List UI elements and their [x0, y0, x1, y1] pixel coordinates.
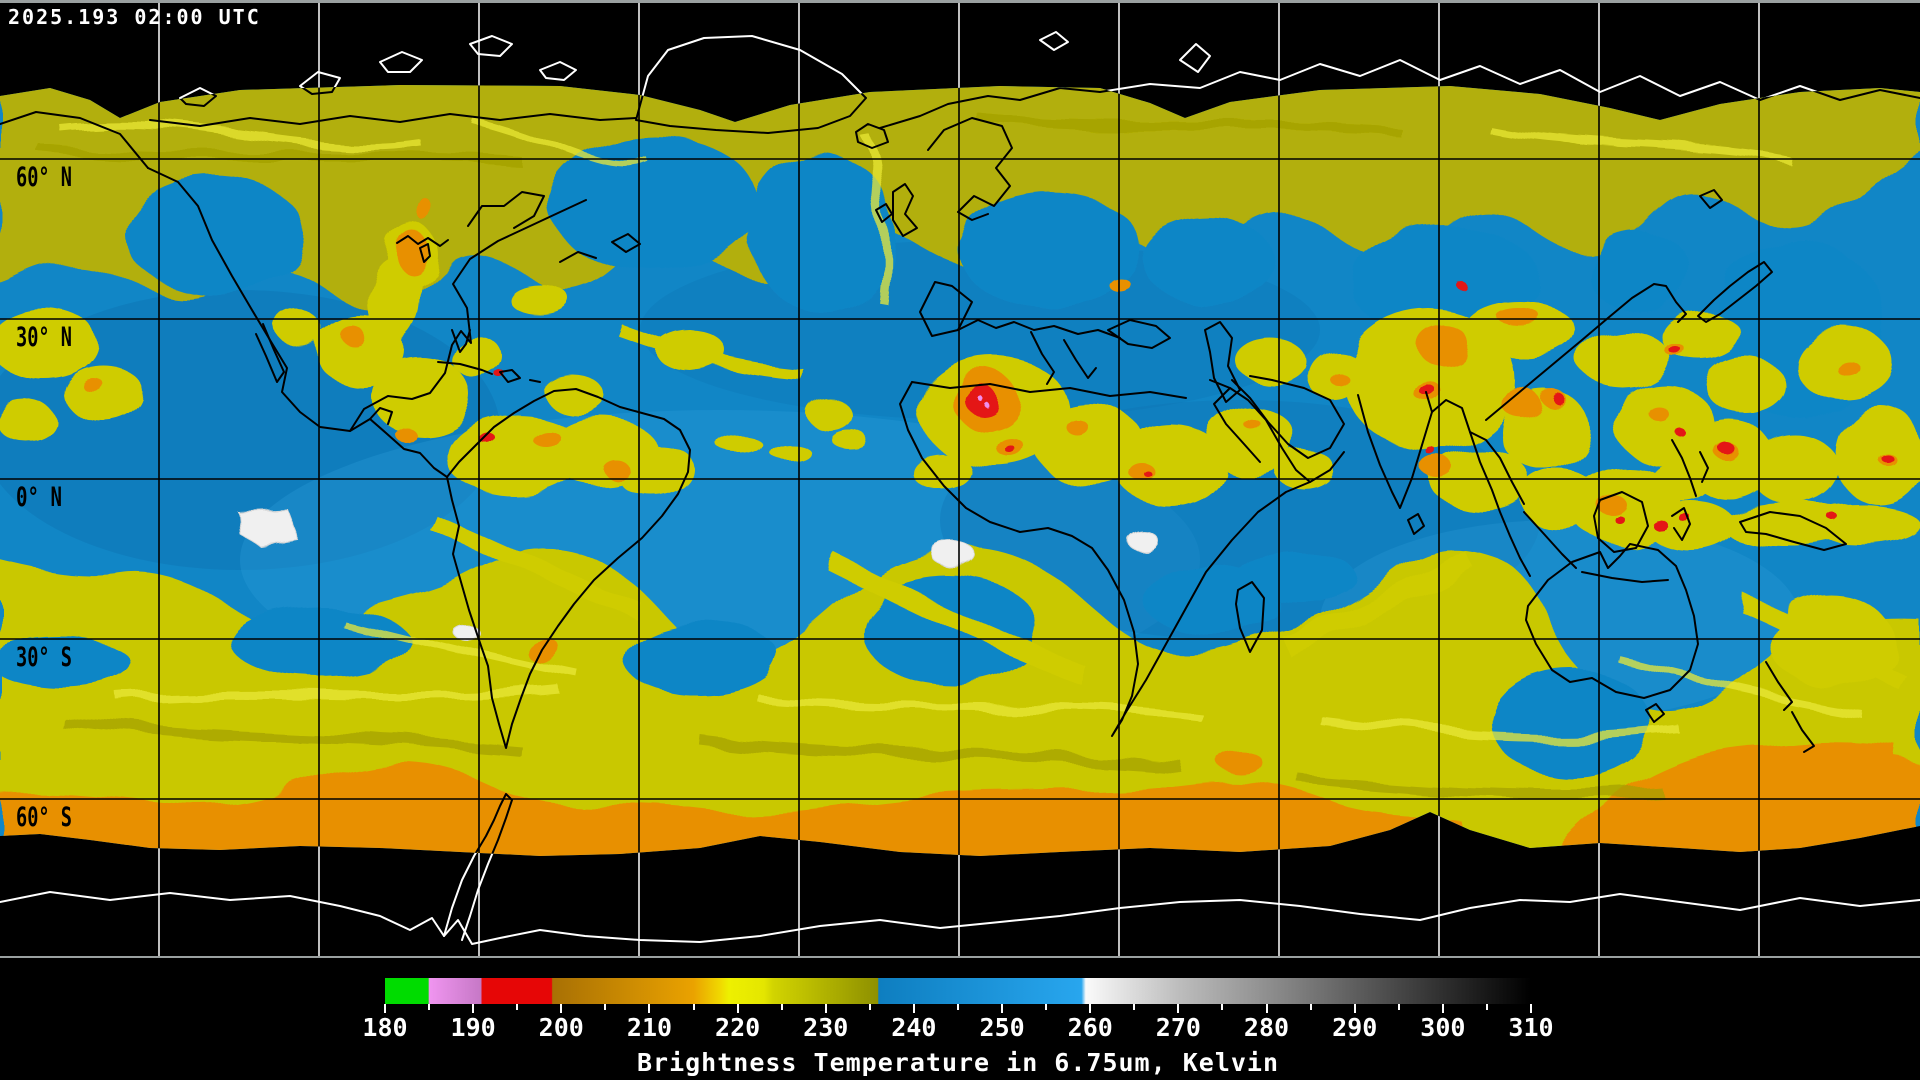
colorbar-tick-label: 240	[891, 1013, 937, 1042]
colorbar-major-tick	[1001, 1004, 1004, 1013]
timestamp-label: 2025.193 02:00 UTC	[8, 5, 261, 29]
colorbar-major-tick	[1353, 1004, 1356, 1013]
colorbar-minor-tick	[692, 1004, 695, 1010]
colorbar-tick-label: 250	[979, 1013, 1025, 1042]
latitude-label-0n: 0° N	[16, 482, 62, 513]
latitude-label-60n: 60° N	[16, 162, 72, 193]
colorbar-minor-tick	[604, 1004, 607, 1010]
latitude-label-60s: 60° S	[16, 802, 72, 833]
colorbar-tick-label: 300	[1420, 1013, 1466, 1042]
colorbar-major-tick	[1441, 1004, 1444, 1013]
colorbar-minor-tick	[957, 1004, 959, 1010]
colorbar-minor-tick	[1309, 1004, 1312, 1010]
colorbar-major-tick	[648, 1004, 651, 1013]
colorbar-minor-tick	[428, 1004, 431, 1010]
colorbar-minor-tick	[780, 1004, 783, 1010]
colorbar-major-tick	[1265, 1004, 1268, 1013]
colorbar-tick-label: 310	[1508, 1013, 1554, 1042]
latitude-label-30n: 30° N	[16, 322, 72, 353]
colorbar-tick-label: 200	[538, 1013, 584, 1042]
colorbar-minor-tick	[868, 1004, 871, 1010]
colorbar-minor-tick	[1485, 1004, 1488, 1010]
colorbar-minor-tick	[1045, 1004, 1048, 1010]
data-region	[0, 85, 1920, 856]
colorbar-major-tick	[912, 1004, 915, 1013]
colorbar-gradient	[385, 978, 1531, 1004]
latitude-labels: 60° N 30° N 0° N 30° S 60° S	[16, 162, 72, 833]
colorbar-major-tick	[1530, 1004, 1532, 1013]
latitude-label-30s: 30° S	[16, 642, 72, 673]
colorbar-tick-label: 230	[803, 1013, 849, 1042]
colorbar-tick-label: 280	[1243, 1013, 1290, 1042]
colorbar-tick-label: 290	[1332, 1013, 1378, 1042]
colorbar-tick-label: 260	[1067, 1013, 1113, 1042]
colorbar-major-tick	[384, 1004, 386, 1013]
colorbar-caption: Brightness Temperature in 6.75um, Kelvin	[636, 1048, 1280, 1077]
map-frame-top	[0, 0, 1920, 3]
colorbar-minor-tick	[516, 1004, 519, 1010]
colorbar: 180 190 200 210 220 230 240 250 260 270 280 290 300 3…	[362, 978, 1554, 1078]
colorbar-minor-tick	[1133, 1004, 1136, 1010]
colorbar-major-tick	[1177, 1004, 1180, 1013]
colorbar-major-tick	[824, 1004, 827, 1013]
colorbar-tick-label: 210	[626, 1013, 673, 1042]
colorbar-major-tick	[560, 1004, 563, 1013]
colorbar-minor-tick	[1221, 1004, 1224, 1010]
gridlines-over-data	[0, 85, 1920, 856]
colorbar-tick-label: 270	[1155, 1013, 1201, 1042]
colorbar-major-tick	[1089, 1004, 1092, 1013]
map-frame-bottom	[0, 956, 1920, 958]
warm-spot-layer	[237, 509, 1159, 641]
colorbar-major-tick	[736, 1004, 739, 1013]
colorbar-tick-label: 220	[715, 1013, 761, 1042]
colorbar-minor-tick	[1397, 1004, 1400, 1010]
colorbar-tick-label: 190	[450, 1013, 496, 1042]
colorbar-tick-label: 180	[362, 1013, 408, 1042]
colorbar-major-tick	[472, 1004, 475, 1013]
